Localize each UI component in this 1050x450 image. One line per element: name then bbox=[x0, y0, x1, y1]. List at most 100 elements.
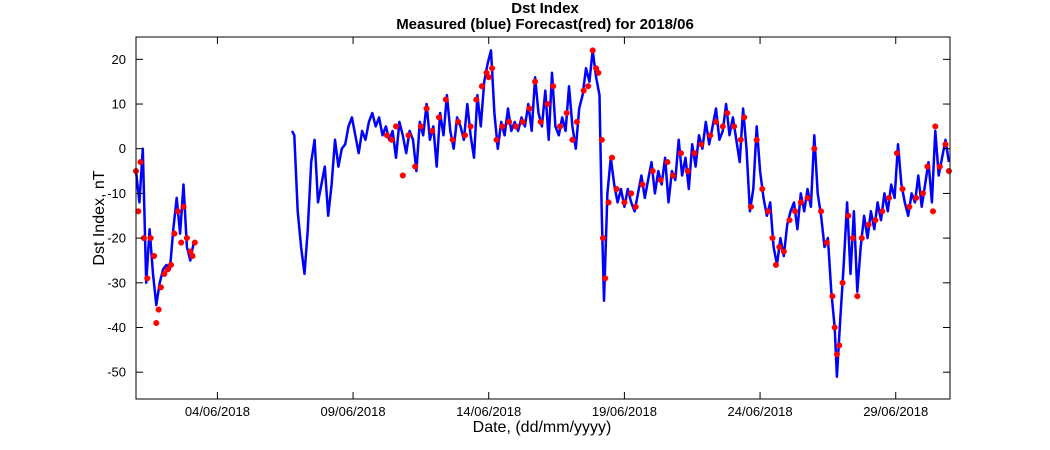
forecast-point bbox=[691, 150, 698, 157]
forecast-point bbox=[854, 293, 861, 300]
forecast-point bbox=[429, 127, 436, 134]
measured-line-segment bbox=[134, 147, 195, 307]
forecast-point bbox=[613, 185, 620, 193]
y-tick-label: 0 bbox=[119, 141, 126, 156]
forecast-series bbox=[132, 47, 952, 358]
forecast-point bbox=[405, 132, 412, 139]
forecast-point bbox=[797, 199, 804, 206]
forecast-point bbox=[144, 275, 151, 282]
forecast-point bbox=[919, 190, 926, 197]
forecast-point bbox=[913, 194, 920, 201]
forecast-point bbox=[473, 96, 480, 103]
forecast-point bbox=[677, 150, 684, 157]
forecast-point bbox=[839, 279, 846, 286]
forecast-point bbox=[737, 136, 744, 143]
forecast-point bbox=[649, 168, 656, 175]
x-tick-label: 19/06/2018 bbox=[592, 404, 657, 419]
forecast-point bbox=[719, 123, 726, 130]
forecast-point bbox=[929, 208, 937, 215]
forecast-point bbox=[849, 235, 856, 242]
forecast-point bbox=[599, 235, 606, 242]
forecast-point bbox=[684, 168, 691, 175]
x-tick-label: 29/06/2018 bbox=[863, 404, 928, 419]
forecast-point bbox=[769, 235, 776, 242]
y-tick-label: 20 bbox=[112, 52, 126, 67]
forecast-point bbox=[669, 172, 677, 179]
forecast-point bbox=[845, 212, 852, 219]
forecast-point bbox=[585, 83, 592, 90]
forecast-point bbox=[724, 109, 731, 117]
forecast-point bbox=[442, 96, 449, 103]
forecast-point bbox=[526, 105, 533, 112]
x-axis-label: Date, (dd/mm/yyyy) bbox=[473, 419, 612, 436]
forecast-point bbox=[544, 100, 551, 108]
forecast-point bbox=[392, 123, 400, 130]
forecast-point bbox=[786, 217, 793, 224]
forecast-point bbox=[811, 145, 818, 152]
y-tick-label: -30 bbox=[107, 275, 126, 290]
forecast-point bbox=[818, 208, 825, 215]
chart-title: Dst Index bbox=[511, 0, 579, 17]
y-axis: 20 10 0 -10 -20 -30 -40 -50 bbox=[107, 52, 950, 380]
forecast-point bbox=[155, 306, 162, 313]
forecast-point bbox=[899, 185, 906, 193]
forecast-point bbox=[178, 239, 185, 246]
forecast-point bbox=[461, 132, 469, 139]
forecast-point bbox=[605, 199, 612, 206]
forecast-point bbox=[608, 154, 616, 161]
forecast-point bbox=[512, 123, 519, 130]
forecast-point bbox=[829, 293, 836, 300]
forecast-point bbox=[759, 185, 766, 193]
forecast-point bbox=[595, 69, 602, 76]
forecast-point bbox=[833, 351, 840, 358]
forecast-point bbox=[764, 208, 772, 215]
chart-subtitle: Measured (blue) Forecast(red) for 2018/0… bbox=[396, 16, 694, 33]
y-tick-label: -50 bbox=[107, 365, 126, 380]
forecast-point bbox=[532, 78, 539, 85]
forecast-point bbox=[191, 239, 198, 246]
forecast-point bbox=[936, 163, 943, 170]
forecast-point bbox=[478, 83, 485, 90]
forecast-point bbox=[563, 109, 570, 117]
forecast-point bbox=[872, 217, 879, 224]
forecast-point bbox=[712, 118, 720, 125]
forecast-point bbox=[858, 235, 865, 242]
y-tick-label: -20 bbox=[107, 231, 126, 246]
y-axis-label: Dst Index, nT bbox=[91, 170, 108, 265]
forecast-point bbox=[423, 105, 430, 112]
forecast-point bbox=[153, 319, 160, 327]
forecast-point bbox=[556, 123, 564, 130]
forecast-point bbox=[164, 266, 171, 273]
forecast-point bbox=[753, 136, 760, 143]
forecast-point bbox=[449, 136, 456, 143]
x-tick-label: 24/06/2018 bbox=[728, 404, 793, 419]
forecast-point bbox=[945, 168, 952, 175]
forecast-point bbox=[780, 248, 787, 255]
forecast-point bbox=[776, 243, 783, 251]
forecast-point bbox=[602, 275, 609, 282]
forecast-point bbox=[589, 47, 596, 54]
forecast-point bbox=[731, 123, 738, 130]
plot-area bbox=[136, 37, 950, 399]
forecast-point bbox=[399, 172, 406, 179]
forecast-point bbox=[879, 208, 886, 215]
forecast-point bbox=[519, 118, 526, 125]
forecast-point bbox=[537, 118, 544, 125]
forecast-point bbox=[836, 342, 843, 349]
forecast-point bbox=[632, 203, 639, 210]
forecast-point bbox=[569, 136, 576, 143]
forecast-point bbox=[893, 150, 900, 157]
forecast-point bbox=[598, 136, 605, 143]
forecast-point bbox=[157, 284, 164, 291]
forecast-point bbox=[412, 163, 419, 170]
x-axis: 04/06/2018 09/06/2018 14/06/2018 19/06/2018… bbox=[185, 37, 928, 419]
forecast-point bbox=[657, 176, 664, 184]
forecast-point bbox=[506, 118, 513, 125]
forecast-point bbox=[885, 194, 893, 201]
forecast-point bbox=[489, 65, 496, 72]
x-tick-label: 14/06/2018 bbox=[456, 404, 521, 419]
forecast-point bbox=[942, 141, 949, 148]
forecast-point bbox=[932, 123, 939, 130]
forecast-point bbox=[417, 123, 424, 130]
